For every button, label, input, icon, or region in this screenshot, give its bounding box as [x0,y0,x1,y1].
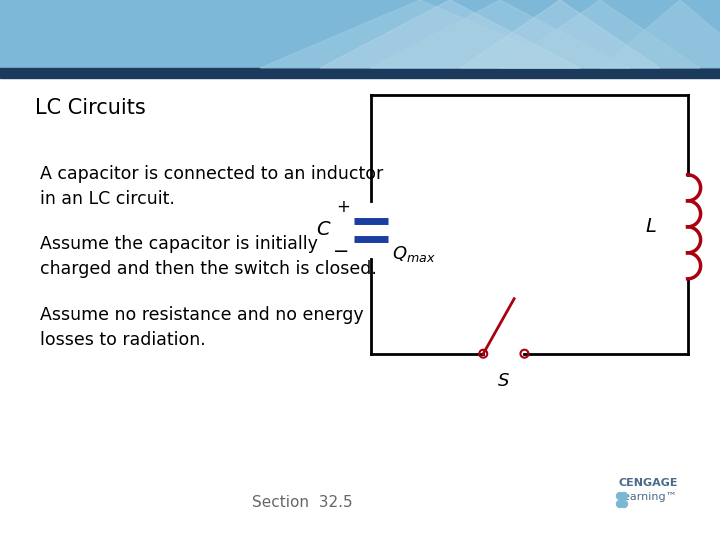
Text: −: − [333,242,350,261]
Polygon shape [600,0,720,68]
Polygon shape [260,0,580,68]
Polygon shape [320,0,580,68]
Polygon shape [460,0,660,68]
Text: Assume no resistance and no energy
losses to radiation.: Assume no resistance and no energy losse… [40,306,363,349]
Bar [0,68,720,78]
Text: $L$: $L$ [645,217,657,237]
Polygon shape [500,0,700,68]
Text: Assume the capacitor is initially
charged and then the switch is closed.: Assume the capacitor is initially charge… [40,235,377,278]
Text: $Q_{max}$: $Q_{max}$ [392,244,436,264]
Polygon shape [370,0,630,68]
Text: $C$: $C$ [316,220,332,239]
Circle shape [616,492,624,500]
Circle shape [616,501,624,508]
Text: +: + [336,199,350,217]
Text: CENGAGE: CENGAGE [618,478,678,488]
Circle shape [621,492,628,500]
Text: $S$: $S$ [498,372,510,390]
Text: LC Circuits: LC Circuits [35,98,145,118]
Circle shape [621,501,628,508]
Text: Learning™: Learning™ [618,492,678,502]
Bar [0,0,720,68]
Text: Section  32.5: Section 32.5 [252,495,353,510]
Text: A capacitor is connected to an inductor
in an LC circuit.: A capacitor is connected to an inductor … [40,165,383,208]
